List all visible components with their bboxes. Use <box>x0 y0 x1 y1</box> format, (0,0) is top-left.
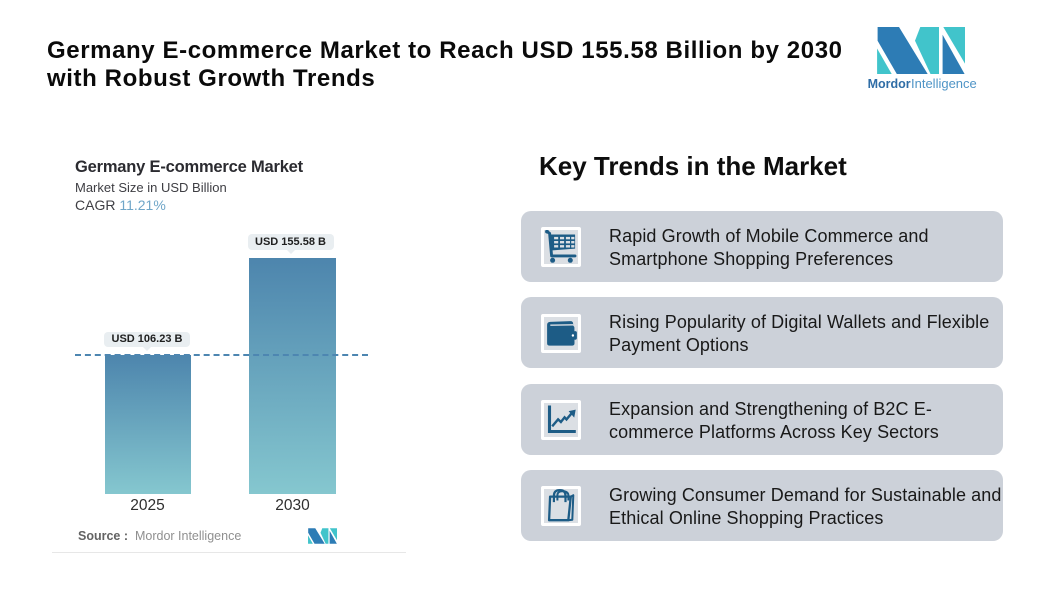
svg-text:Mordor: Mordor <box>868 77 911 91</box>
svg-text:Intelligence: Intelligence <box>911 76 977 91</box>
